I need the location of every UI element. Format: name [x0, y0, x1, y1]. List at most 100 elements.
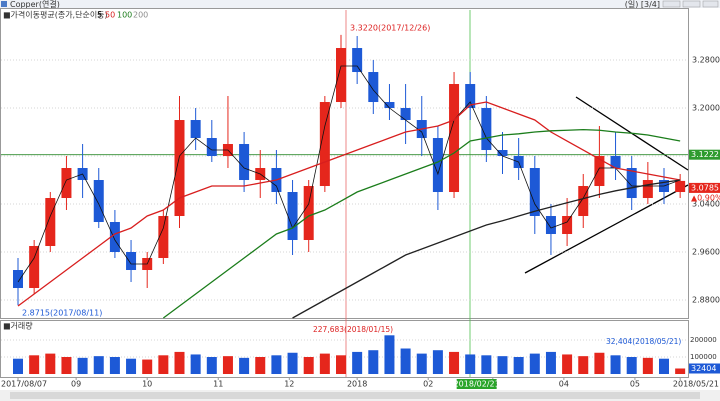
volume-bar: [174, 351, 185, 374]
low-annotation: 2.8715(2017/08/11): [22, 309, 102, 318]
y-tick-label: 3.2800: [692, 56, 720, 65]
y-tick-label: 2.8800: [692, 296, 720, 305]
volume-bar: [303, 357, 314, 374]
volume-bar: [513, 357, 524, 374]
x-tick-label: 11: [213, 380, 223, 389]
volume-bar: [481, 355, 492, 374]
x-tick-label: 10: [142, 380, 152, 389]
x-tick-label: 2017/08/07: [1, 380, 47, 389]
legend-entry: 100: [117, 11, 132, 20]
volume-bar: [384, 335, 395, 374]
y-tick-label: 200000: [690, 336, 717, 344]
candle-body: [562, 216, 573, 235]
candle-body: [93, 180, 104, 223]
candle-body: [529, 168, 540, 217]
candle-body: [481, 108, 492, 151]
candle-body: [626, 168, 637, 199]
moving-average: [292, 179, 681, 319]
last-price: 3.0785: [691, 183, 719, 192]
volume-last-box: [689, 363, 720, 374]
candle-body: [29, 246, 40, 289]
volume-bar: [578, 356, 589, 374]
candle-body: [109, 222, 120, 253]
volume-bar: [61, 357, 72, 374]
moving-average: [17, 65, 681, 283]
volume-bar: [594, 352, 605, 374]
volume-pane: [0, 320, 689, 378]
candle-body: [400, 108, 411, 121]
toolbar-button[interactable]: [702, 0, 719, 8]
volume-bar: [126, 358, 137, 374]
price-pane: [0, 8, 689, 319]
reference-box: [689, 149, 720, 160]
volume-bar: [416, 353, 427, 374]
high-annotation: 3.3220(2017/12/26): [350, 24, 430, 33]
volume-bar: [93, 356, 104, 374]
volume-bar: [190, 354, 201, 374]
volume-bar: [45, 353, 56, 374]
volume-bar: [432, 350, 443, 374]
candle-body: [158, 216, 169, 259]
moving-average: [162, 128, 681, 319]
y-tick-label: 100000: [690, 353, 717, 361]
candle-body: [239, 144, 250, 181]
trend-line: [524, 184, 689, 274]
candle-body: [368, 72, 379, 103]
volume-bar: [675, 368, 686, 374]
candle-body: [174, 120, 185, 217]
indicator-label: ■가격이동평균(종가,단순이동): [3, 10, 108, 20]
legend-entry: 200: [133, 11, 148, 20]
candle-body: [642, 180, 653, 199]
volume-bar: [287, 352, 298, 374]
volume-bar: [255, 357, 266, 374]
crosshair-date: 2018/02/21: [454, 380, 500, 389]
candle-body: [578, 186, 589, 217]
candle-body: [336, 48, 346, 103]
x-tick-label: 05: [630, 380, 640, 389]
volume-bar: [336, 355, 346, 374]
x-tick-label: 09: [71, 380, 81, 389]
volume-bar: [142, 359, 153, 374]
candle-body: [287, 192, 298, 241]
volume-bar: [626, 357, 637, 374]
volume-max-annotation: 227,683(2018/01/15): [313, 325, 393, 334]
toolbar-button[interactable]: [682, 0, 701, 8]
x-tick-label: 12: [284, 380, 294, 389]
candle-body: [545, 216, 556, 235]
moving-average: [17, 101, 681, 307]
title-bar: [0, 0, 720, 8]
y-tick-label: 2.9600: [692, 248, 720, 257]
candle-body: [206, 138, 217, 157]
period-label[interactable]: (일) [3/4]: [625, 0, 660, 9]
x-tick-label: 04: [559, 380, 569, 389]
app-icon: [1, 1, 7, 7]
reference-label: 3.1222: [691, 150, 719, 159]
candle-body: [384, 102, 395, 109]
volume-bar: [77, 357, 88, 374]
crosshair-date-box: [456, 379, 497, 389]
volume-bar: [319, 353, 330, 374]
x-tick-label: 2018/05/21: [673, 380, 719, 389]
volume-bar: [642, 357, 653, 374]
candle-body: [594, 156, 605, 187]
candle-body: [190, 120, 201, 139]
candle-body: [675, 180, 686, 193]
volume-bar: [368, 350, 379, 374]
candle-body: [465, 84, 476, 109]
volume-bar: [352, 351, 363, 374]
volume-bar: [529, 353, 540, 374]
volume-label: ■거래량: [3, 321, 33, 331]
candle-body: [497, 150, 508, 157]
volume-bar: [449, 351, 460, 374]
scroll-thumb[interactable]: [10, 392, 700, 399]
toolbar-button[interactable]: [662, 0, 681, 8]
candle-body: [610, 156, 621, 169]
volume-bar: [610, 355, 621, 374]
volume-bar: [659, 358, 669, 374]
legend-entry: 50: [105, 11, 115, 20]
volume-bar: [562, 354, 573, 374]
volume-bar: [222, 356, 233, 374]
candle-body: [319, 102, 330, 187]
